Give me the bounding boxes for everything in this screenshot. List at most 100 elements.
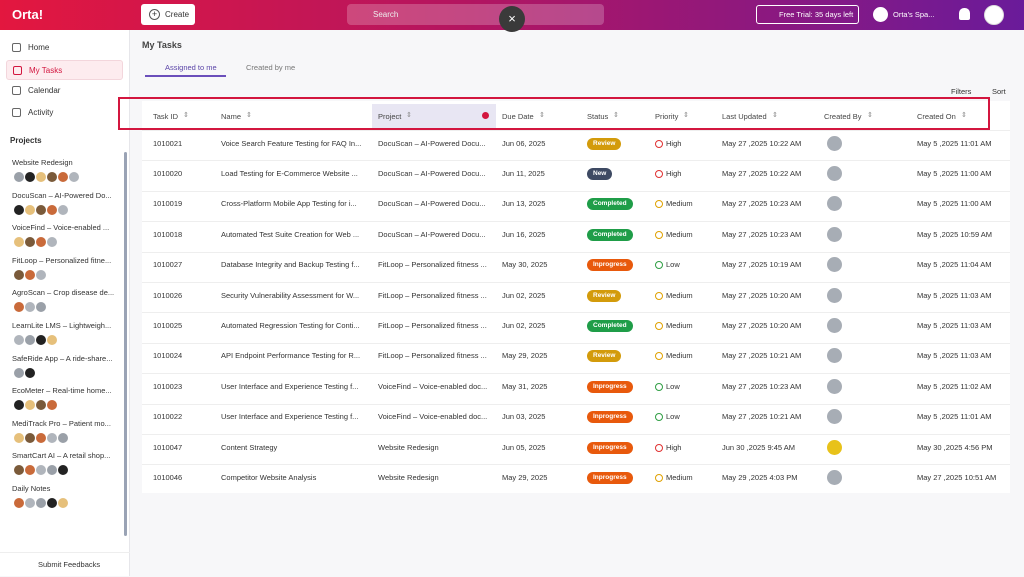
cell-created: May 27 ,2025 10:51 AM xyxy=(917,472,997,482)
project-name[interactable]: AgroScan – Crop disease de... xyxy=(12,288,115,298)
cell-id: 1010047 xyxy=(153,442,183,452)
project-name[interactable]: EcoMeter – Real-time home... xyxy=(12,386,112,396)
cell-created: May 5 ,2025 11:01 AM xyxy=(917,138,992,148)
priority-icon xyxy=(655,443,663,452)
column-header[interactable]: Created By xyxy=(824,112,862,121)
project-name[interactable]: SafeRide App – A ride-share... xyxy=(12,353,113,363)
cell-id: 1010024 xyxy=(153,351,183,361)
status-badge: Review xyxy=(587,289,622,302)
cell-name[interactable]: API Endpoint Performance Testing for R..… xyxy=(221,351,361,361)
status-badge: Inprogress xyxy=(587,259,633,272)
workspace-name[interactable]: Orta's Spa... xyxy=(893,10,935,19)
sort-icon: ⇕ xyxy=(539,112,545,119)
cell-id: 1010026 xyxy=(153,290,183,300)
create-button[interactable]: + Create xyxy=(141,4,195,25)
search-box[interactable]: Search xyxy=(347,4,604,25)
cell-project: FitLoop – Personalized fitness ... xyxy=(378,260,487,270)
project-name[interactable]: DocuScan – AI-Powered Do... xyxy=(12,190,112,200)
cell-name[interactable]: Voice Search Feature Testing for FAQ In.… xyxy=(221,138,362,148)
column-header[interactable]: Name xyxy=(221,112,242,121)
priority-icon xyxy=(655,473,663,482)
sort-button[interactable]: Sort xyxy=(992,87,1006,96)
cell-name[interactable]: Cross-Platform Mobile App Testing for i.… xyxy=(221,199,357,209)
trial-badge[interactable]: Free Trial: 35 days left xyxy=(756,5,859,24)
column-header[interactable]: Task ID xyxy=(153,112,179,121)
row-divider xyxy=(142,251,1010,253)
cell-name[interactable]: Automated Test Suite Creation for Web ..… xyxy=(221,229,360,239)
member-avatar xyxy=(35,301,47,314)
project-name[interactable]: Website Redesign xyxy=(12,158,73,167)
cell-name[interactable]: User Interface and Experience Testing f.… xyxy=(221,412,359,422)
bell-icon[interactable] xyxy=(959,8,970,20)
cell-name[interactable]: Content Strategy xyxy=(221,442,278,452)
cell-project: FitLoop – Personalized fitness ... xyxy=(378,290,487,300)
cell-created: May 5 ,2025 11:02 AM xyxy=(917,381,992,391)
cell-project: VoiceFind – Voice-enabled doc... xyxy=(378,381,488,391)
project-name[interactable]: Daily Notes xyxy=(12,484,51,493)
cell-due: May 30, 2025 xyxy=(502,260,548,270)
user-avatar[interactable] xyxy=(984,5,1004,25)
nav-item[interactable]: Activity xyxy=(6,103,123,123)
status-badge: Completed xyxy=(587,198,633,211)
status-badge: Inprogress xyxy=(587,471,633,484)
cell-updated: May 29 ,2025 4:03 PM xyxy=(722,472,798,482)
row-divider xyxy=(142,130,1010,131)
scrollbar[interactable] xyxy=(124,152,127,536)
cell-project: DocuScan – AI-Powered Docu... xyxy=(378,229,486,239)
cell-due: May 29, 2025 xyxy=(502,351,548,361)
cell-name[interactable]: Competitor Website Analysis xyxy=(221,472,317,482)
tab-active[interactable]: Assigned to me xyxy=(145,60,226,77)
sort-icon: ⇕ xyxy=(961,112,967,119)
cell-updated: May 27 ,2025 10:23 AM xyxy=(722,199,802,209)
close-button[interactable]: × xyxy=(499,6,525,32)
priority-icon xyxy=(655,352,663,361)
cell-name[interactable]: Database Integrity and Backup Testing f.… xyxy=(221,260,360,270)
column-header[interactable]: Last Updated xyxy=(722,112,767,121)
project-name[interactable]: FitLoop – Personalized fitne... xyxy=(12,255,112,265)
cell-created: May 5 ,2025 11:03 AM xyxy=(917,290,992,300)
cell-project: Website Redesign xyxy=(378,472,439,482)
nav-item[interactable]: My Tasks xyxy=(6,59,123,80)
status-badge: Completed xyxy=(587,228,633,241)
brand[interactable]: Orta! xyxy=(12,7,44,22)
nav-item[interactable]: Calendar xyxy=(6,81,123,101)
remove-column xyxy=(482,112,489,119)
cell-id: 1010023 xyxy=(153,381,183,391)
status-badge: New xyxy=(587,167,613,180)
cell-project: FitLoop – Personalized fitness ... xyxy=(378,320,487,330)
cell-name[interactable]: User Interface and Experience Testing f.… xyxy=(221,381,359,391)
project-name[interactable]: VoiceFind – Voice-enabled ... xyxy=(12,223,110,233)
row-divider xyxy=(142,373,1010,375)
tab[interactable]: Created by me xyxy=(246,63,296,72)
row-divider xyxy=(142,221,1010,223)
member-avatar xyxy=(57,464,69,477)
cell-project: VoiceFind – Voice-enabled doc... xyxy=(378,412,488,422)
cell-updated: May 27 ,2025 10:19 AM xyxy=(722,260,802,270)
cell-name[interactable]: Load Testing for E-Commerce Website ... xyxy=(221,168,358,178)
cell-name[interactable]: Automated Regression Testing for Conti..… xyxy=(221,320,360,330)
column-header[interactable]: Created On xyxy=(917,112,956,121)
cell-created: May 5 ,2025 11:03 AM xyxy=(917,351,992,361)
sort-icon: ⇕ xyxy=(246,112,252,119)
feedback-link[interactable]: Submit Feedbacks xyxy=(0,552,130,576)
cell-updated: May 27 ,2025 10:20 AM xyxy=(722,320,802,330)
creator-avatar xyxy=(827,135,842,151)
cell-name[interactable]: Security Vulnerability Assessment for W.… xyxy=(221,290,360,300)
priority-icon xyxy=(655,413,663,422)
project-name[interactable]: SmartCart AI – A retail shop... xyxy=(12,451,111,461)
cell-updated: May 27 ,2025 10:23 AM xyxy=(722,381,802,391)
column-header[interactable]: Project xyxy=(378,112,402,121)
project-name[interactable]: MediTrack Pro – Patient mo... xyxy=(12,418,111,428)
nav-icon xyxy=(13,65,22,75)
priority-icon xyxy=(655,321,663,330)
filters-button[interactable]: Filters xyxy=(951,87,972,96)
sort-icon: ⇕ xyxy=(683,112,689,119)
column-header[interactable]: Due Date xyxy=(502,112,534,121)
project-name[interactable]: LearnLite LMS – Lightweigh... xyxy=(12,321,112,330)
sort-icon: ⇕ xyxy=(613,112,619,119)
column-header[interactable]: Priority xyxy=(655,112,679,121)
column-header[interactable]: Status xyxy=(587,112,609,121)
cell-due: Jun 11, 2025 xyxy=(502,168,545,178)
nav-item[interactable]: Home xyxy=(6,38,123,58)
member-avatar xyxy=(57,497,69,509)
